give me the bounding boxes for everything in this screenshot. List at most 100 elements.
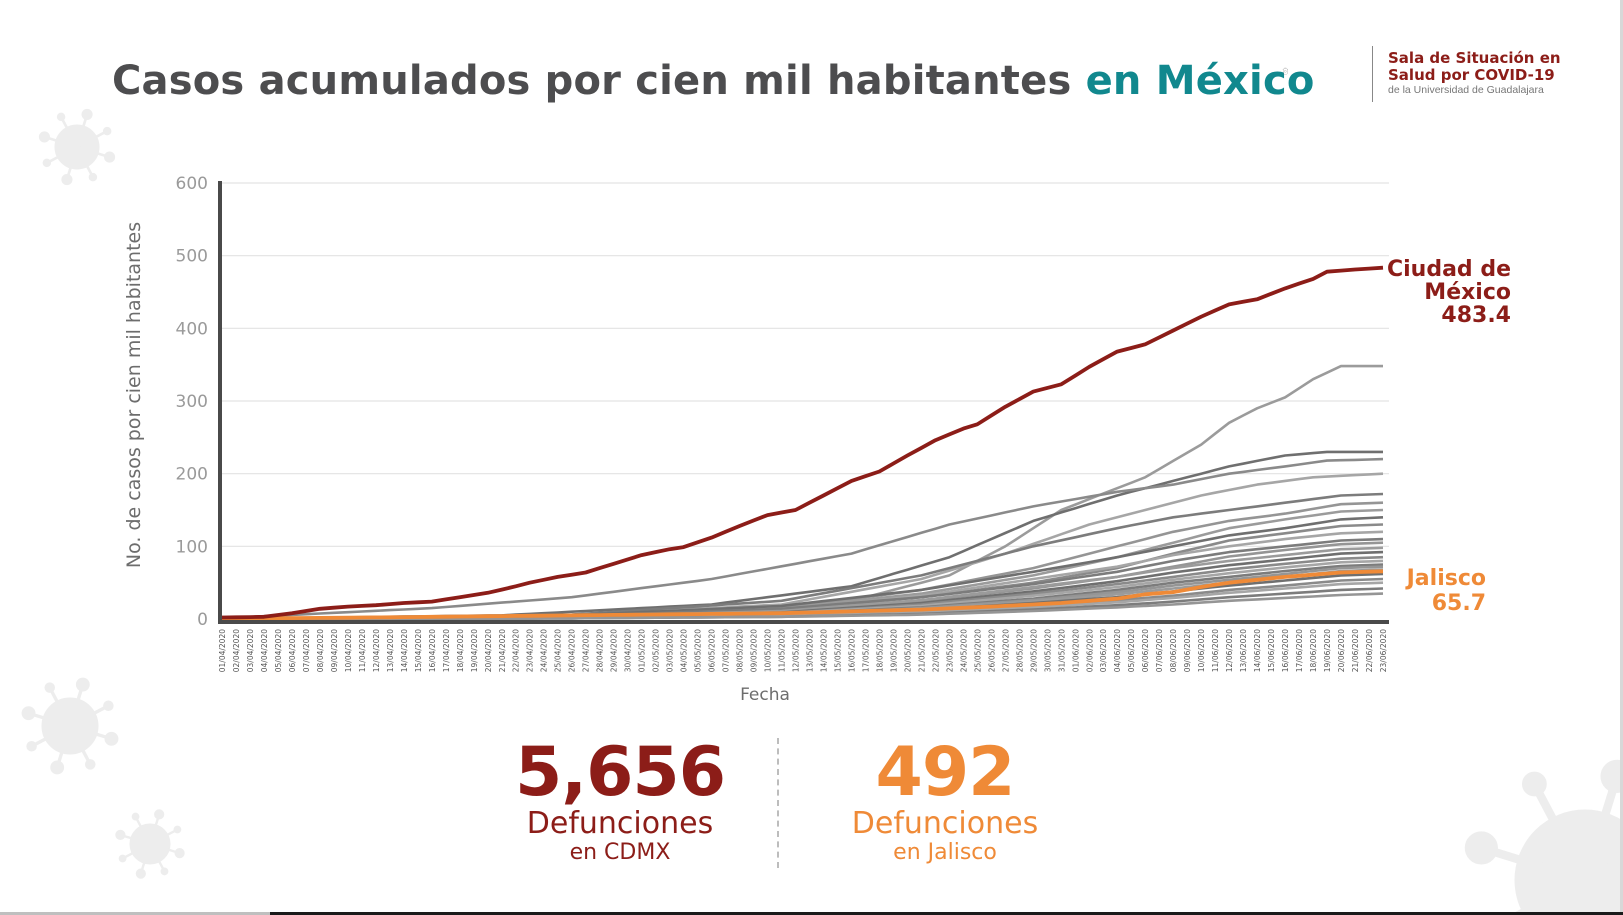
x-tick-label: 13/04/2020 xyxy=(386,629,395,672)
x-tick-label: 21/05/2020 xyxy=(917,629,926,672)
x-tick-label: 23/06/2020 xyxy=(1379,629,1388,672)
x-tick-label: 05/05/2020 xyxy=(694,629,703,672)
x-tick-label: 02/05/2020 xyxy=(652,629,661,672)
x-tick-label: 23/05/2020 xyxy=(945,629,954,672)
x-tick-label: 27/04/2020 xyxy=(582,629,591,672)
x-tick-label: 13/06/2020 xyxy=(1239,629,1248,672)
x-tick-label: 01/05/2020 xyxy=(638,629,647,672)
university-crest-icon xyxy=(1282,67,1288,75)
x-tick-label: 29/04/2020 xyxy=(610,629,619,672)
x-tick-label: 08/05/2020 xyxy=(736,629,745,672)
x-tick-label: 21/06/2020 xyxy=(1351,629,1360,672)
x-tick-label: 19/04/2020 xyxy=(470,629,479,672)
x-tick-label: 15/04/2020 xyxy=(414,629,423,672)
y-tick-label: 500 xyxy=(176,247,208,267)
x-tick-label: 08/04/2020 xyxy=(316,629,325,672)
highlight-lines xyxy=(221,265,1384,621)
x-tick-label: 18/05/2020 xyxy=(875,629,884,672)
bottom-border-dark xyxy=(270,912,1623,915)
x-tick-label: 16/04/2020 xyxy=(428,629,437,672)
x-tick-label: 06/04/2020 xyxy=(288,629,297,672)
x-tick-label: 22/06/2020 xyxy=(1365,629,1374,672)
x-tick-label: 14/05/2020 xyxy=(819,629,828,672)
y-tick-label: 400 xyxy=(176,319,208,339)
x-tick-label: 05/04/2020 xyxy=(274,629,283,672)
x-tick-label: 11/06/2020 xyxy=(1211,629,1220,672)
x-tick-label: 17/05/2020 xyxy=(861,629,870,672)
x-tick-label: 20/06/2020 xyxy=(1337,629,1346,672)
x-tick-label: 17/06/2020 xyxy=(1295,629,1304,672)
logo-line2: Salud por COVID-19 xyxy=(1388,66,1555,84)
y-axis-label: No. de casos por cien mil habitantes xyxy=(123,222,145,568)
jalisco-label: 65.7 xyxy=(1432,591,1486,616)
x-tick-label: 18/04/2020 xyxy=(456,629,465,672)
x-tick-label: 01/04/2020 xyxy=(218,629,227,672)
x-tick-label: 03/06/2020 xyxy=(1099,629,1108,672)
x-tick-label: 29/05/2020 xyxy=(1029,629,1038,672)
logo-line3: de la Universidad de Guadalajara xyxy=(1388,84,1544,96)
x-tick-label: 27/05/2020 xyxy=(1001,629,1010,672)
x-tick-label: 10/05/2020 xyxy=(764,629,773,672)
x-tick-label: 21/04/2020 xyxy=(498,629,507,672)
x-tick-label: 07/04/2020 xyxy=(302,629,311,672)
x-tick-label: 28/05/2020 xyxy=(1015,629,1024,672)
virus-decorations xyxy=(21,108,1623,915)
logo-text: Sala de Situación en Salud por COVID-19 … xyxy=(1388,50,1561,97)
x-tick-label: 02/04/2020 xyxy=(232,629,241,672)
stats-divider xyxy=(777,738,779,868)
x-tick-label: 25/05/2020 xyxy=(973,629,982,672)
x-tick-label: 07/05/2020 xyxy=(722,629,731,672)
x-tick-labels: 01/04/2020 02/04/2020 03/04/2020 04/04/2020… xyxy=(218,629,1388,672)
x-tick-label: 19/06/2020 xyxy=(1323,629,1332,672)
y-tick-label: 100 xyxy=(176,537,208,557)
x-tick-label: 13/05/2020 xyxy=(805,629,814,672)
x-tick-label: 12/04/2020 xyxy=(372,629,381,672)
x-tick-label: 16/05/2020 xyxy=(847,629,856,672)
x-tick-label: 04/04/2020 xyxy=(260,629,269,672)
x-tick-label: 08/06/2020 xyxy=(1169,629,1178,672)
logo-line1: Sala de Situación en xyxy=(1388,49,1561,67)
x-tick-label: 15/05/2020 xyxy=(833,629,842,672)
x-tick-label: 06/06/2020 xyxy=(1141,629,1150,672)
x-tick-label: 12/06/2020 xyxy=(1225,629,1234,672)
x-tick-label: 07/06/2020 xyxy=(1155,629,1164,672)
x-tick-label: 04/06/2020 xyxy=(1113,629,1122,672)
x-tick-label: 01/06/2020 xyxy=(1071,629,1080,672)
x-tick-label: 09/04/2020 xyxy=(330,629,339,672)
stat-jalisco-deaths: 492 Defunciones en Jalisco xyxy=(830,738,1060,866)
x-tick-label: 09/06/2020 xyxy=(1183,629,1192,672)
y-tick-labels: 0 100 200 300 400 500 600 xyxy=(176,174,208,630)
virus-icon xyxy=(1464,759,1623,915)
x-tick-label: 23/04/2020 xyxy=(526,629,535,672)
x-tick-label: 10/04/2020 xyxy=(344,629,353,672)
x-tick-label: 03/04/2020 xyxy=(246,629,255,672)
cdmx-label: 483.4 xyxy=(1441,303,1511,328)
other-states-lines xyxy=(221,364,1384,621)
series-line-cdmx xyxy=(221,265,1384,620)
x-tick-label: 26/05/2020 xyxy=(987,629,996,672)
cdmx-deaths-value: 5,656 xyxy=(514,733,726,812)
x-tick-label: 31/05/2020 xyxy=(1057,629,1066,672)
x-tick-label: 26/04/2020 xyxy=(568,629,577,672)
x-tick-label: 19/05/2020 xyxy=(889,629,898,672)
virus-icon xyxy=(21,677,119,775)
x-tick-label: 28/04/2020 xyxy=(596,629,605,672)
cdmx-label: Ciudad de xyxy=(1387,257,1511,282)
x-tick-label: 11/05/2020 xyxy=(778,629,787,672)
page-title: Casos acumulados por cien mil habitantes… xyxy=(112,58,1315,104)
x-tick-label: 24/04/2020 xyxy=(540,629,549,672)
logo-divider xyxy=(1372,46,1373,102)
x-tick-label: 05/06/2020 xyxy=(1127,629,1136,672)
x-tick-label: 04/05/2020 xyxy=(680,629,689,672)
x-tick-label: 11/04/2020 xyxy=(358,629,367,672)
x-tick-label: 14/04/2020 xyxy=(400,629,409,672)
x-tick-label: 25/04/2020 xyxy=(554,629,563,672)
x-tick-label: 24/05/2020 xyxy=(959,629,968,672)
gridlines xyxy=(222,182,1389,547)
virus-icon xyxy=(115,809,185,879)
x-tick-label: 20/05/2020 xyxy=(903,629,912,672)
y-tick-label: 200 xyxy=(176,465,208,485)
x-tick-label: 09/05/2020 xyxy=(750,629,759,672)
cdmx-label: México xyxy=(1424,280,1511,305)
